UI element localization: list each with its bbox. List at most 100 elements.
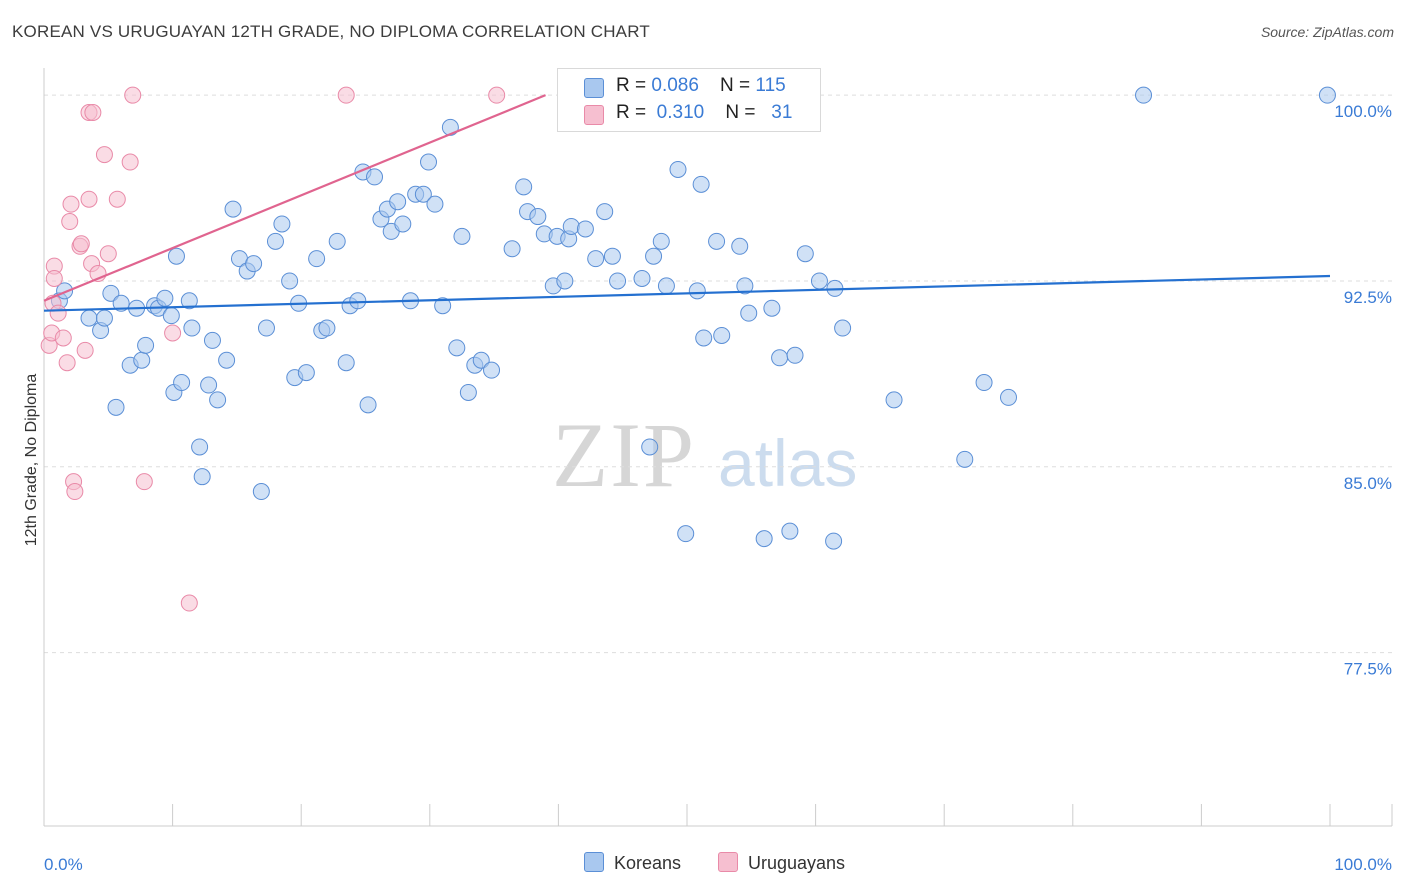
korean-point (183, 319, 201, 337)
korean-point (596, 203, 614, 221)
korean-point (576, 220, 594, 238)
uruguayan-point (76, 341, 94, 359)
y-tick-label: 85.0% (1344, 474, 1392, 493)
korean-point (162, 307, 180, 325)
uruguayan-point (135, 473, 153, 491)
korean-point (562, 217, 580, 235)
x-tick-label: 100.0% (1334, 855, 1392, 874)
korean-point (281, 272, 299, 290)
korean-point (434, 297, 452, 315)
korean-point (825, 532, 843, 550)
korean-point (180, 292, 198, 310)
korean-point (95, 309, 113, 327)
korean-point (975, 374, 993, 392)
korean-point (1318, 86, 1336, 104)
bottom-legend-swatch-uruguayans (718, 852, 738, 872)
korean-point (266, 232, 284, 250)
uruguayan-point (54, 329, 72, 347)
korean-point (245, 255, 263, 273)
uruguayan-point (99, 245, 117, 263)
uruguayan-point (72, 235, 90, 253)
y-tick-label: 77.5% (1344, 660, 1392, 679)
legend-swatch-koreans (584, 78, 604, 98)
korean-point (796, 245, 814, 263)
korean-point (137, 336, 155, 354)
korean-point (394, 215, 412, 233)
korean-point (308, 250, 326, 268)
korean-point (956, 450, 974, 468)
korean-point (713, 326, 731, 344)
uruguayan-point (80, 190, 98, 208)
uruguayan-point (180, 594, 198, 612)
watermark-zip: ZIP (552, 404, 696, 506)
korean-point (657, 277, 675, 295)
korean-point (652, 232, 670, 250)
korean-point (1000, 388, 1017, 406)
korean-point (633, 269, 651, 287)
uruguayan-point (337, 86, 355, 104)
bottom-legend-uruguayans: Uruguayans (718, 852, 845, 874)
korean-point (156, 289, 174, 307)
korean-point (483, 361, 501, 379)
korean-point (771, 349, 789, 367)
korean-point (224, 200, 242, 218)
korean-point (669, 160, 687, 178)
korean-point (337, 354, 355, 372)
korean-point (695, 329, 713, 347)
uruguayan-point (488, 86, 506, 104)
korean-point (359, 396, 377, 414)
korean-point (112, 294, 130, 312)
korean-point (786, 346, 804, 364)
bottom-legend-koreans: Koreans (584, 852, 681, 874)
uruguayan-point (121, 153, 139, 171)
korean-point (529, 208, 547, 226)
legend-stats-koreans: R = 0.086 N = 115 (616, 75, 786, 96)
korean-point (459, 383, 477, 401)
stats-legend: R = 0.086 N = 115 R = 0.310 N = 31 (557, 68, 821, 132)
uruguayan-point (62, 195, 80, 213)
uruguayan-point (58, 354, 76, 372)
korean-point (209, 391, 227, 409)
y-tick-label: 92.5% (1344, 288, 1392, 307)
korean-point (389, 193, 407, 211)
watermark-atlas: atlas (718, 426, 858, 500)
uruguayan-point (61, 213, 79, 231)
source-credit: Source: ZipAtlas.com (1260, 24, 1394, 40)
korean-point (420, 153, 438, 171)
korean-point (503, 240, 521, 258)
korean-point (641, 438, 659, 456)
uruguayan-point (84, 104, 102, 122)
korean-point (677, 525, 695, 543)
uruguayan-trend-line (43, 94, 546, 302)
korean-point (688, 282, 706, 300)
korean-point (810, 272, 828, 290)
korean-point (349, 292, 367, 310)
korean-point (133, 351, 151, 369)
korean-point (273, 215, 291, 233)
korean-point (472, 351, 490, 369)
korean-point (102, 284, 120, 302)
korean-point (297, 364, 315, 382)
korean-point (556, 272, 574, 290)
korean-point (414, 185, 432, 203)
korean-point (755, 530, 773, 548)
korean-point (173, 374, 191, 392)
korean-point (257, 319, 275, 337)
korean-point (203, 331, 221, 349)
chart-title: KOREAN VS URUGUAYAN 12TH GRADE, NO DIPLO… (12, 22, 650, 41)
korean-point (1135, 86, 1153, 104)
korean-point (193, 468, 211, 486)
korean-point (763, 299, 781, 317)
korean-point (448, 339, 466, 357)
korean-point (740, 304, 758, 322)
legend-stats-uruguayans: R = 0.310 N = 31 (616, 102, 793, 123)
korean-point (834, 319, 852, 337)
korean-point (252, 483, 270, 501)
korean-point (191, 438, 209, 456)
uruguayan-point (124, 86, 142, 104)
korean-point (885, 391, 903, 409)
y-tick-label: 100.0% (1334, 102, 1392, 121)
bottom-legend-swatch-koreans (584, 852, 604, 872)
korean-point (603, 247, 621, 265)
